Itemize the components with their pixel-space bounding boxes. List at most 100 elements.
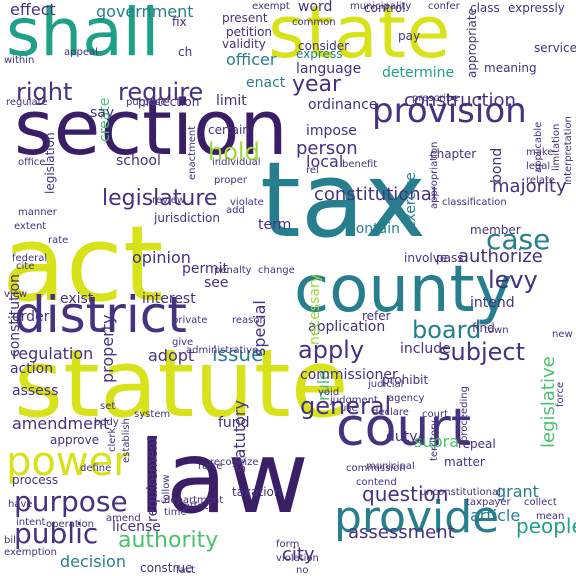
word-constitution-65: constitution — [7, 274, 23, 357]
word-approve-97: approve — [50, 433, 100, 447]
word-regulate-121: regulate — [6, 97, 48, 108]
word-contain-75: contain — [348, 221, 400, 237]
word-ch-118: ch — [178, 45, 193, 59]
word-taxpayer-175: taxpayer — [466, 497, 511, 508]
word-applicable-133: applicable — [533, 122, 544, 174]
word-common-90: common — [292, 17, 336, 28]
word-regulation-45: regulation — [12, 344, 94, 363]
word-order-53: order — [12, 309, 50, 325]
word-confer-109: confer — [428, 1, 460, 12]
word-no-194: no — [296, 565, 309, 576]
word-law-3: law — [138, 419, 309, 536]
word-pass-100: pass — [436, 251, 464, 265]
word-operation-166: operation — [46, 519, 95, 530]
word-appeal-119: appeal — [64, 47, 98, 58]
word-municipality-115: municipality — [350, 1, 412, 12]
word-make-130: make — [526, 147, 554, 158]
word-service-111: service — [534, 41, 576, 55]
word-duty-60: duty — [386, 429, 418, 445]
word-individual-127: individual — [212, 157, 261, 168]
word-purpose-13: purpose — [14, 485, 128, 518]
word-apply-23: apply — [298, 336, 365, 364]
word-ordinance-38: ordinance — [308, 97, 378, 113]
word-provision-11: provision — [372, 91, 527, 131]
word-act-2: act — [2, 203, 164, 325]
word-violate-138: violate — [230, 197, 264, 208]
word-new-151: new — [552, 329, 573, 340]
word-consider-79: consider — [298, 39, 350, 53]
word-petition-83: petition — [226, 25, 273, 39]
word-section-0: section — [14, 83, 288, 172]
word-term-72: term — [258, 217, 292, 233]
word-legislation-124: legislation — [43, 132, 57, 194]
word-license-91: license — [112, 519, 161, 535]
word-process-101: process — [12, 473, 59, 487]
word-body-171: body — [94, 417, 119, 428]
word-determine-76: determine — [382, 65, 455, 81]
word-local-42: local — [306, 152, 344, 171]
word-use-163: use — [340, 403, 358, 414]
word-change-147: change — [258, 265, 295, 276]
word-appropriate-114: appropriate — [465, 8, 479, 78]
word-prescribe-136: prescribe — [412, 93, 459, 104]
word-violation-193: violation — [276, 553, 319, 564]
word-year-34: year — [292, 72, 342, 97]
word-repeal-105: repeal — [458, 437, 496, 451]
word-court-165: court — [422, 409, 448, 420]
word-classification-148: classification — [442, 197, 507, 208]
word-raise-174: raise — [198, 461, 223, 472]
word-department-186: department — [164, 495, 224, 506]
word-include-86: include — [400, 341, 451, 357]
word-member-107: member — [470, 223, 521, 237]
word-system-169: system — [134, 409, 171, 420]
word-office-123: office — [18, 157, 46, 168]
word-statute-1: statute — [14, 330, 349, 439]
word-officer-39: officer — [226, 50, 277, 69]
word-cite-144: cite — [16, 261, 35, 272]
word-school-56: school — [116, 153, 161, 169]
word-prohibit-87: prohibit — [382, 373, 429, 387]
word-town-150: town — [484, 325, 509, 336]
word-establish-168: establish — [121, 418, 132, 463]
word-construe-92: construe — [140, 561, 193, 575]
word-fact-191: fact — [176, 565, 196, 576]
word-relate-132: relate — [526, 175, 556, 186]
word-judicial-156: judicial — [368, 379, 404, 390]
word-collect-177: collect — [524, 497, 557, 508]
word-board-21: board — [412, 316, 482, 344]
word-legislature-16: legislature — [102, 186, 218, 211]
word-court-9: court — [336, 398, 472, 458]
word-provide-10: provide — [334, 492, 500, 543]
word-chapter-99: chapter — [430, 147, 477, 161]
word-language-37: language — [296, 61, 362, 77]
word-city-30: city — [282, 544, 315, 565]
word-purpose-122: purpose — [126, 97, 167, 108]
word-requirement-69: requirement — [145, 436, 161, 523]
word-appropriation-149: appropriation — [429, 142, 440, 210]
word-amendment-47: amendment — [12, 414, 110, 433]
word-authorize-44: authorize — [458, 246, 543, 267]
word-matter-106: matter — [444, 455, 485, 469]
word-assess-94: assess — [12, 383, 59, 399]
word-commissioner-88: commissioner — [300, 367, 398, 383]
word-involve-102: involve — [404, 251, 448, 265]
word-express-80: express — [296, 47, 343, 61]
word-refer-103: refer — [362, 309, 391, 323]
word-enactment-125: enactment — [187, 126, 198, 181]
word-meaning-110: meaning — [484, 61, 537, 75]
word-present-81: present — [222, 11, 268, 25]
word-validity-82: validity — [222, 37, 266, 51]
word-set-170: set — [100, 401, 116, 412]
word-fix-117: fix — [172, 15, 187, 29]
word-rel-129: rel — [306, 165, 319, 176]
word-require-18: require — [118, 78, 204, 106]
word-clerk-167: clerk — [107, 428, 118, 453]
word-exemption-190: exemption — [4, 547, 57, 558]
word-power-12: power — [6, 439, 130, 485]
word-manner-140: manner — [18, 207, 57, 218]
word-benefit-128: benefit — [342, 159, 378, 170]
word-assessment-27: assessment — [348, 522, 455, 543]
word-void-161: void — [318, 387, 340, 398]
word-effect-36: effect — [10, 0, 56, 19]
word-define-173: define — [80, 463, 112, 474]
